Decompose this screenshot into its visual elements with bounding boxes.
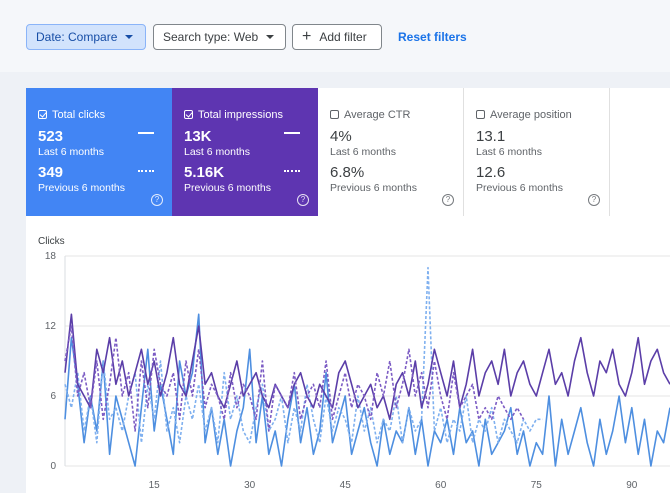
filter-bar: Date: Compare Search type: Web + Add fil… [0, 0, 670, 72]
solid-line-legend-icon [138, 132, 154, 134]
chart-svg: Clicks 0 6 12 18 15 30 45 60 75 90 [38, 236, 670, 491]
performance-chart: Clicks 0 6 12 18 15 30 45 60 75 90 [26, 216, 670, 493]
help-icon[interactable]: ? [442, 194, 454, 206]
help-icon[interactable]: ? [151, 194, 163, 206]
metric-title: Total clicks [52, 108, 106, 121]
series-line-clicks-current [64, 313, 670, 467]
y-axis-title: Clicks [38, 236, 65, 247]
search-type-chip[interactable]: Search type: Web [153, 24, 286, 50]
x-tick-label: 15 [149, 480, 161, 491]
solid-line-legend-icon [284, 132, 300, 134]
metric-current-period: Last 6 months [184, 146, 250, 158]
dotted-line-legend-icon [284, 170, 300, 172]
add-filter-button[interactable]: + Add filter [292, 24, 382, 50]
checkbox-unchecked-icon[interactable] [476, 110, 485, 119]
y-tick-label: 12 [45, 321, 57, 332]
series-line-impressions-current [64, 313, 670, 421]
metric-previous-value: 12.6 [476, 164, 506, 181]
y-tick-label: 0 [50, 461, 56, 472]
metric-card-total-impressions[interactable]: Total impressions 13K Last 6 months 5.16… [172, 88, 318, 216]
series-line-impressions-previous [64, 325, 525, 432]
metric-previous-value: 6.8% [330, 164, 365, 181]
checkbox-unchecked-icon[interactable] [330, 110, 339, 119]
x-tick-label: 30 [244, 480, 256, 491]
metric-cards: Total clicks 523 Last 6 months 349 Previ… [26, 88, 670, 216]
help-icon[interactable]: ? [588, 194, 600, 206]
metric-current-value: 523 [38, 128, 64, 145]
add-filter-label: Add filter [319, 30, 367, 44]
metric-previous-period: Previous 6 months [330, 182, 417, 194]
y-tick-label: 18 [45, 251, 57, 262]
help-icon[interactable]: ? [297, 194, 309, 206]
y-tick-label: 6 [50, 391, 56, 402]
metric-previous-period: Previous 6 months [476, 182, 563, 194]
x-tick-label: 90 [626, 480, 638, 491]
chevron-down-icon [266, 35, 275, 39]
metric-previous-period: Previous 6 months [38, 182, 125, 194]
metric-previous-period: Previous 6 months [184, 182, 271, 194]
metric-current-value: 13K [184, 128, 212, 145]
metric-card-average-ctr[interactable]: Average CTR 4% Last 6 months 6.8% Previo… [318, 88, 464, 216]
metric-current-period: Last 6 months [38, 146, 104, 158]
metric-title: Average position [490, 108, 572, 121]
checkbox-checked-icon[interactable] [38, 110, 47, 119]
metric-previous-value: 349 [38, 164, 64, 181]
metric-card-total-clicks[interactable]: Total clicks 523 Last 6 months 349 Previ… [26, 88, 172, 216]
x-tick-label: 75 [531, 480, 543, 491]
date-filter-label: Date: Compare [36, 30, 118, 44]
chevron-down-icon [125, 35, 134, 39]
metric-current-value: 4% [330, 128, 352, 145]
x-tick-label: 60 [435, 480, 447, 491]
date-filter-chip[interactable]: Date: Compare [26, 24, 146, 50]
metric-current-period: Last 6 months [330, 146, 396, 158]
metric-current-value: 13.1 [476, 128, 506, 145]
reset-filters-link[interactable]: Reset filters [398, 30, 467, 44]
metric-card-average-position[interactable]: Average position 13.1 Last 6 months 12.6… [464, 88, 610, 216]
x-tick-label: 45 [340, 480, 352, 491]
metric-current-period: Last 6 months [476, 146, 542, 158]
metric-title: Average CTR [344, 108, 411, 121]
checkbox-checked-icon[interactable] [184, 110, 193, 119]
search-type-label: Search type: Web [163, 30, 259, 44]
metric-title: Total impressions [198, 108, 283, 121]
plus-icon: + [302, 28, 312, 45]
metric-previous-value: 5.16K [184, 164, 225, 181]
dotted-line-legend-icon [138, 170, 154, 172]
